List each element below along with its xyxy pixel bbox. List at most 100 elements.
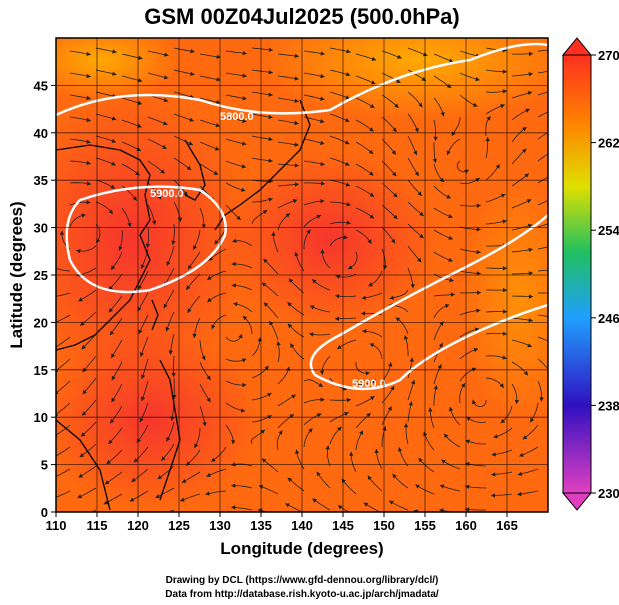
streamline-arrow-134 [108,209,113,214]
colorbar-top-arrow [561,37,593,56]
y-tick-label-5: 25 [34,268,48,283]
streamline-arrow-256 [287,323,293,329]
streamline-arrow-385 [180,497,185,502]
streamline-arrow-179 [271,231,276,236]
streamline-arrow-73 [500,104,505,109]
streamline-arrow-389 [287,477,293,482]
streamline-arrow-340 [493,434,498,439]
streamline-arrow-165 [419,233,424,239]
streamline-arrow-203 [410,284,415,289]
warm-region-south [56,330,260,510]
streamline-arrow-144 [369,214,375,219]
streamline-arrow-110 [464,169,469,174]
streamline-arrow-269 [141,374,146,380]
streamline-arrow-169 [527,223,533,228]
streamline-arrow-58 [111,116,117,121]
streamline-arrow-19 [86,73,91,79]
streamline-arrow-359 [491,452,496,457]
streamline-arrow-133 [86,200,91,205]
streamline-arrow-386 [205,491,210,496]
streamline-arrow-253 [238,334,243,339]
streamline-37 [537,70,548,74]
x-tick-label-11: 165 [496,518,518,533]
streamline-arrow-155 [145,243,151,248]
streamline-arrow-120 [241,187,246,192]
streamline-arrow-95 [86,160,91,166]
streamline-arrow-258 [337,344,342,349]
streamline-arrow-306 [110,418,115,424]
streamline-arrow-281 [473,347,479,353]
x-tick-label-8: 150 [373,518,395,533]
streamline-arrow-33 [446,83,452,88]
streamline-arrow-141 [292,199,298,204]
streamline-arrow-206 [502,266,507,271]
streamline-arrow-263 [502,331,507,336]
y-axis: 0 5 10 15 20 25 30 35 40 45 [34,78,56,520]
streamline-arrow-31 [396,78,401,83]
streamline-arrow-105 [345,161,350,166]
streamline-arrow-257 [309,332,314,337]
streamline-arrow-20 [112,71,117,76]
streamline-361 [56,468,71,477]
streamline-arrow-8 [294,53,299,59]
streamline-arrow-378 [491,472,496,477]
streamline-arrow-227 [555,291,559,295]
streamline-arrow-332 [316,413,322,418]
streamline-arrow-171 [59,230,64,235]
streamline-arrow-22 [163,75,169,80]
streamline-18 [537,49,548,52]
colorbar: 230 238 246 254 262 270 [561,37,619,511]
streamline-arrow-249 [111,353,116,358]
streamline-arrow-262 [474,327,480,332]
streamline-arrow-218 [288,278,294,283]
streamline-arrow-10 [346,49,351,54]
streamline-arrow-164 [391,238,396,244]
streamline-arrow-371 [325,445,330,450]
streamline-arrow-81 [214,146,220,151]
x-axis-label: Longitude (degrees) [220,539,383,558]
streamline-arrow-56 [554,88,559,92]
colorbar-tick-label-2: 246 [598,311,619,326]
streamline-arrow-114 [86,181,91,186]
streamline-arrow-224 [477,290,481,295]
streamline-arrow-149 [500,193,506,198]
streamline-arrow-162 [346,220,351,225]
streamline-284 [537,358,548,370]
streamline-arrow-80 [188,141,193,146]
streamline-arrow-29 [345,72,351,77]
streamline-arrow-12 [397,54,402,59]
streamline-417 [517,513,538,515]
streamline-380 [56,490,71,498]
streamline-arrow-150 [526,199,532,204]
streamline-arrow-63 [242,118,247,123]
colorbar-tick-label-4: 262 [598,136,619,151]
streamline-arrow-6 [242,51,247,56]
streamline-arrow-196 [207,275,212,280]
streamline-arrow-219 [312,279,317,284]
streamline-arrow-89 [413,150,418,156]
streamline-arrow-380 [51,496,56,500]
streamline-arrow-47 [320,96,325,101]
streamline-arrow-350 [278,430,283,435]
streamline-arrow-148 [476,203,481,208]
streamline-arrow-175 [166,261,171,266]
streamline-arrow-3 [164,52,169,57]
streamline-arrow-315 [370,396,375,401]
colorbar-ticks: 230 238 246 254 262 270 [591,48,619,501]
streamline-arrow-327 [166,436,171,442]
streamline-arrow-282 [502,355,507,360]
streamline-arrow-68 [369,127,374,132]
x-tick-label-0: 110 [46,518,67,533]
colorbar-tick-label-3: 254 [598,223,619,238]
streamline-arrow-103 [294,163,299,168]
x-tick-label-7: 145 [332,518,354,533]
streamline-arrow-336 [408,401,413,406]
streamline-arrow-242 [444,304,450,309]
streamline-arrow-254 [242,316,248,321]
y-tick-label-3: 15 [34,363,48,378]
streamline-arrow-64 [268,114,273,120]
streamline-arrow-108 [414,171,419,177]
streamline-arrow-313 [320,397,325,402]
streamline-56 [537,91,548,96]
streamline-arrow-271 [206,375,211,380]
